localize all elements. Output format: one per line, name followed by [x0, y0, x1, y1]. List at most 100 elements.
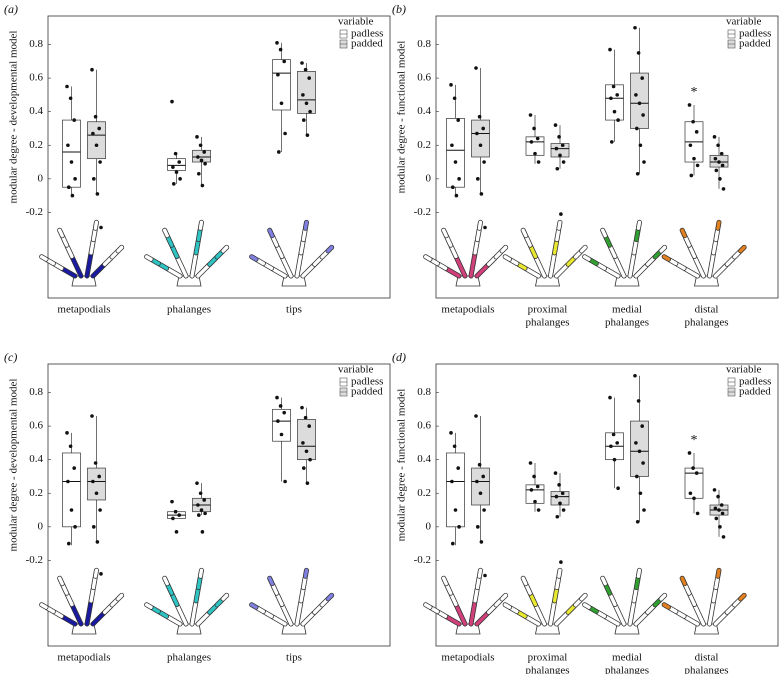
data-point — [477, 114, 482, 119]
hand-bone — [693, 256, 706, 278]
hand-bone — [301, 263, 316, 278]
data-point — [558, 153, 562, 158]
data-point — [304, 101, 309, 106]
panel-label: (d) — [392, 350, 406, 364]
panel: (c) modular degree - developmental model 0… — [4, 350, 391, 664]
data-point — [307, 76, 312, 80]
data-point — [642, 508, 646, 512]
box — [630, 72, 649, 129]
hand-bone — [725, 256, 736, 267]
hand-bone — [85, 600, 93, 626]
hand-bone — [170, 592, 179, 607]
data-point — [275, 41, 279, 45]
hand-bone — [303, 220, 309, 230]
hand-bone — [445, 615, 461, 626]
panel-label: (a) — [4, 2, 18, 16]
data-point — [558, 501, 562, 506]
significance-label: * — [691, 433, 698, 448]
y-tick-label: 0 — [38, 520, 44, 532]
data-point — [713, 506, 718, 511]
hand-bone — [595, 262, 607, 270]
data-point — [171, 516, 175, 521]
hand-bone — [93, 220, 99, 230]
hand-bone — [554, 263, 569, 278]
data-point — [453, 508, 458, 512]
data-point — [91, 479, 95, 484]
x-tick-label: proximal — [528, 304, 568, 316]
data-point — [303, 415, 308, 420]
hand-bone — [500, 245, 508, 253]
data-point — [302, 118, 306, 122]
hand-bone — [711, 239, 718, 255]
data-point — [202, 150, 206, 154]
y-axis-label: modular degree - functional model — [396, 41, 408, 194]
hand-bone — [436, 610, 448, 618]
hand-bone — [716, 568, 721, 578]
data-point — [536, 508, 541, 512]
hand-bone — [653, 598, 662, 607]
legend-label: padless — [739, 28, 771, 40]
hand-bone — [516, 610, 527, 618]
data-point — [636, 399, 641, 403]
hand-bone — [680, 228, 687, 238]
data-point — [203, 511, 207, 516]
legend-label: padless — [351, 28, 383, 40]
hand-bone — [110, 250, 119, 259]
hand-bone — [275, 592, 284, 607]
data-point — [719, 151, 724, 156]
hand-bone — [566, 604, 577, 615]
box — [167, 158, 186, 171]
data-point — [720, 163, 725, 168]
hand-bone — [91, 263, 106, 278]
data-point — [476, 177, 480, 181]
data-point — [616, 486, 620, 491]
hand-bone — [707, 252, 716, 278]
hand-bone — [475, 611, 490, 626]
data-point — [97, 474, 101, 479]
y-tick-label: 0.2 — [417, 487, 431, 499]
y-tick-label: 0.8 — [29, 38, 43, 50]
data-point — [557, 483, 561, 487]
data-point — [94, 491, 99, 496]
hand-bone — [429, 258, 440, 266]
hand-bone — [521, 576, 528, 586]
data-point — [635, 519, 640, 524]
legend-label: padded — [739, 38, 771, 50]
hand-bone — [475, 576, 481, 590]
hand-bone — [89, 587, 95, 603]
hand-bone — [713, 263, 728, 278]
hand-bone — [61, 583, 69, 595]
hand-bone — [613, 256, 626, 278]
hand-bone — [93, 568, 99, 578]
data-point — [636, 51, 641, 55]
hand-bone — [454, 256, 467, 278]
box — [471, 467, 490, 506]
data-point — [452, 96, 457, 101]
data-point — [92, 177, 96, 181]
hand-bone — [524, 267, 541, 278]
hand-bone — [636, 568, 642, 578]
data-point — [609, 444, 613, 449]
hand-bone — [295, 600, 303, 626]
data-point — [99, 572, 103, 576]
data-point — [283, 479, 287, 484]
data-point — [716, 143, 720, 148]
hand-bone — [552, 239, 559, 255]
hand-bone — [675, 610, 686, 618]
data-point — [695, 163, 700, 168]
hand-bone — [579, 593, 587, 601]
data-point — [610, 140, 614, 144]
hand-bone — [116, 593, 124, 601]
x-tick-label: phalanges — [167, 652, 211, 664]
box — [297, 71, 316, 114]
hand-bone — [634, 611, 649, 626]
data-point — [483, 225, 487, 230]
hand-bone — [494, 598, 503, 607]
data-point — [561, 508, 566, 512]
x-tick-label: distal — [695, 304, 719, 316]
hand-bone — [116, 245, 124, 253]
data-point — [65, 431, 69, 435]
data-point — [612, 457, 617, 462]
data-point — [716, 494, 720, 499]
box — [87, 121, 106, 160]
